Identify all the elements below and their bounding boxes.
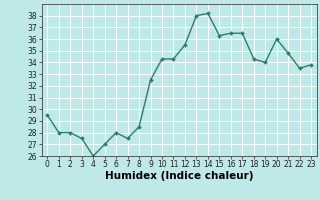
X-axis label: Humidex (Indice chaleur): Humidex (Indice chaleur) — [105, 171, 253, 181]
